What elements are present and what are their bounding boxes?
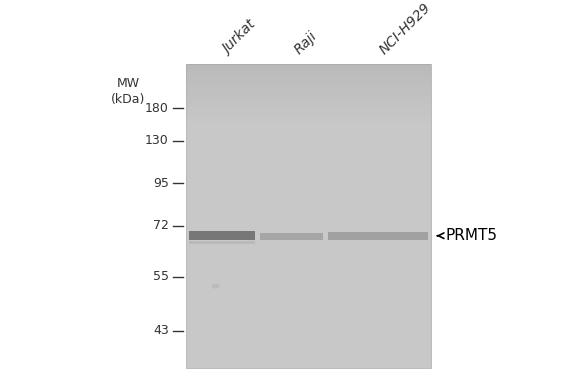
Bar [186,111,431,112]
Bar [186,116,431,117]
Bar [186,76,431,77]
Bar [186,119,431,120]
Bar [186,64,431,65]
Bar [186,121,431,122]
Bar [186,72,431,73]
Bar [186,98,431,99]
Bar [186,120,431,121]
Bar [189,231,255,240]
Bar [186,90,431,91]
Bar [186,99,431,101]
Bar [186,86,431,87]
Bar [186,64,431,368]
Bar [186,81,431,82]
Bar [186,84,431,85]
Ellipse shape [211,284,219,289]
Bar [186,73,431,74]
Bar [186,68,431,69]
Text: Jurkat: Jurkat [221,19,259,57]
Bar [186,71,431,72]
Bar [186,94,431,95]
Bar [186,123,431,124]
Bar [186,89,431,90]
Bar [186,107,431,108]
Bar [186,77,431,78]
Bar [186,101,431,102]
Text: 180: 180 [145,102,169,115]
Bar [186,88,431,89]
Bar [186,82,431,83]
Text: 43: 43 [153,324,169,337]
Text: 130: 130 [145,134,169,147]
Bar [186,65,431,66]
Bar [186,92,431,93]
Bar [189,241,255,245]
Bar [186,66,431,67]
Bar [186,85,431,86]
Text: NCI-H929: NCI-H929 [377,1,434,57]
Bar [186,69,431,70]
Bar [186,112,431,113]
Bar [186,124,431,125]
Bar [328,232,428,240]
Bar [186,110,431,111]
Text: 95: 95 [153,177,169,190]
Bar [186,122,431,123]
Bar [186,91,431,92]
Text: Raji: Raji [292,29,320,57]
Bar [186,115,431,116]
Bar [186,70,431,71]
Bar [186,79,431,80]
Bar [186,114,431,115]
Bar [186,96,431,98]
Bar [186,83,431,84]
Bar [186,117,431,118]
Bar [186,80,431,81]
Bar [186,105,431,107]
Bar [186,113,431,114]
Text: MW
(kDa): MW (kDa) [111,77,146,106]
Bar [186,93,431,94]
Bar [186,102,431,104]
Bar [186,108,431,110]
Bar [186,95,431,96]
Bar [186,118,431,119]
Bar [186,104,431,105]
Bar [186,78,431,79]
Bar [186,67,431,68]
Bar [186,75,431,76]
Bar [186,74,431,75]
Text: PRMT5: PRMT5 [445,228,497,243]
Text: 55: 55 [153,270,169,283]
Text: 72: 72 [153,219,169,232]
Bar [186,87,431,88]
Bar [260,233,323,240]
